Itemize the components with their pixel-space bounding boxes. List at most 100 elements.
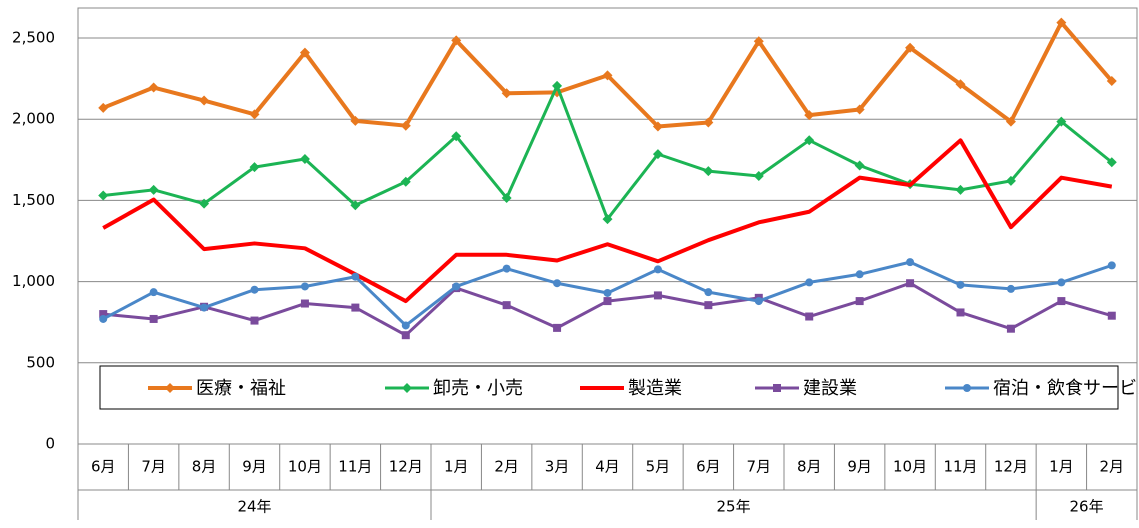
x-tick-label: 7月 [141, 458, 166, 476]
marker [652, 149, 663, 160]
marker [199, 95, 210, 106]
marker [300, 282, 309, 291]
x-tick-label: 1月 [1049, 458, 1074, 476]
legend-label: 製造業 [628, 378, 682, 399]
x-tick-label: 9月 [242, 458, 267, 476]
x-tick-label: 12月 [389, 458, 423, 476]
marker [299, 47, 310, 58]
marker [350, 115, 361, 126]
marker [603, 288, 612, 297]
marker [99, 310, 108, 319]
marker [451, 131, 462, 142]
x-tick-label: 11月 [943, 458, 977, 476]
marker [249, 162, 260, 173]
marker [553, 279, 562, 288]
marker [652, 121, 663, 132]
marker [98, 190, 109, 201]
marker [451, 35, 462, 46]
x-tick-label: 1月 [444, 458, 469, 476]
marker [350, 200, 361, 211]
x-tick-label: 8月 [192, 458, 217, 476]
marker [165, 383, 175, 393]
marker [299, 153, 310, 164]
x-tick-label: 2月 [1100, 458, 1125, 476]
marker [99, 314, 108, 323]
marker [804, 110, 815, 121]
x-tick-label: 8月 [797, 458, 822, 476]
legend: 医療・福祉 卸売・小売 製造業 建設業 宿泊・飲食サービス [99, 365, 1139, 410]
marker [804, 135, 815, 146]
marker [753, 171, 764, 182]
x-tick-label: 11月 [338, 458, 372, 476]
x-tick-label: 3月 [545, 458, 570, 476]
series-line [102, 138, 1113, 304]
marker [501, 88, 512, 99]
y-tick-label: 1,500 [12, 191, 55, 209]
marker [199, 198, 210, 209]
x-tick-label: 10月 [288, 458, 322, 476]
legend-label: 卸売・小売 [433, 378, 523, 399]
marker [400, 176, 411, 187]
marker [351, 272, 360, 281]
marker [1106, 157, 1117, 168]
marker [956, 280, 965, 289]
marker [502, 264, 511, 273]
marker [955, 184, 966, 195]
marker [149, 314, 158, 323]
x-tick-label: 9月 [847, 458, 872, 476]
marker [1107, 261, 1116, 270]
marker [1005, 175, 1016, 186]
marker [1005, 116, 1016, 127]
marker [452, 282, 461, 291]
marker [805, 278, 814, 287]
marker [603, 297, 612, 306]
x-tick-label: 10月 [893, 458, 927, 476]
marker [98, 102, 109, 113]
marker [1107, 311, 1116, 320]
x-tick-label: 2月 [494, 458, 519, 476]
x-group-label: 24年 [237, 498, 271, 516]
marker [249, 109, 260, 120]
x-axis: 6月 7月 8月 9月 10月 11月 12月 24年 1月 2月 3月 4月 5月 6月 7月 8月 9月 10… [77, 444, 1138, 520]
marker [401, 331, 410, 340]
marker [1056, 116, 1067, 127]
marker [402, 383, 412, 393]
y-tick-label: 2,500 [12, 29, 55, 47]
marker [1057, 278, 1066, 287]
marker [704, 301, 713, 310]
x-tick-label: 7月 [747, 458, 772, 476]
marker [956, 308, 965, 317]
marker [250, 316, 259, 325]
marker [703, 117, 714, 128]
marker [501, 192, 512, 203]
marker [250, 285, 259, 294]
marker [300, 299, 309, 308]
x-group-label: 26年 [1070, 498, 1104, 516]
marker [553, 323, 562, 332]
x-tick-label: 4月 [595, 458, 620, 476]
marker [854, 104, 865, 115]
marker [906, 279, 915, 288]
marker [805, 312, 814, 321]
marker [401, 321, 410, 330]
marker [1106, 76, 1117, 87]
y-tick-label: 2,000 [12, 110, 55, 128]
marker [200, 303, 209, 312]
marker [855, 297, 864, 306]
marker [502, 301, 511, 310]
x-group-label: 25年 [717, 498, 751, 516]
marker [1006, 324, 1015, 333]
x-tick-label: 6月 [91, 458, 116, 476]
legend-label: 宿泊・飲食サービス [993, 378, 1139, 399]
marker [855, 270, 864, 279]
marker [552, 80, 563, 91]
lines [98, 17, 1117, 340]
x-tick-label: 12月 [994, 458, 1028, 476]
marker [148, 184, 159, 195]
y-tick-label: 0 [45, 435, 55, 453]
marker [653, 291, 662, 300]
marker [703, 166, 714, 177]
marker [149, 288, 158, 297]
marker [854, 160, 865, 171]
